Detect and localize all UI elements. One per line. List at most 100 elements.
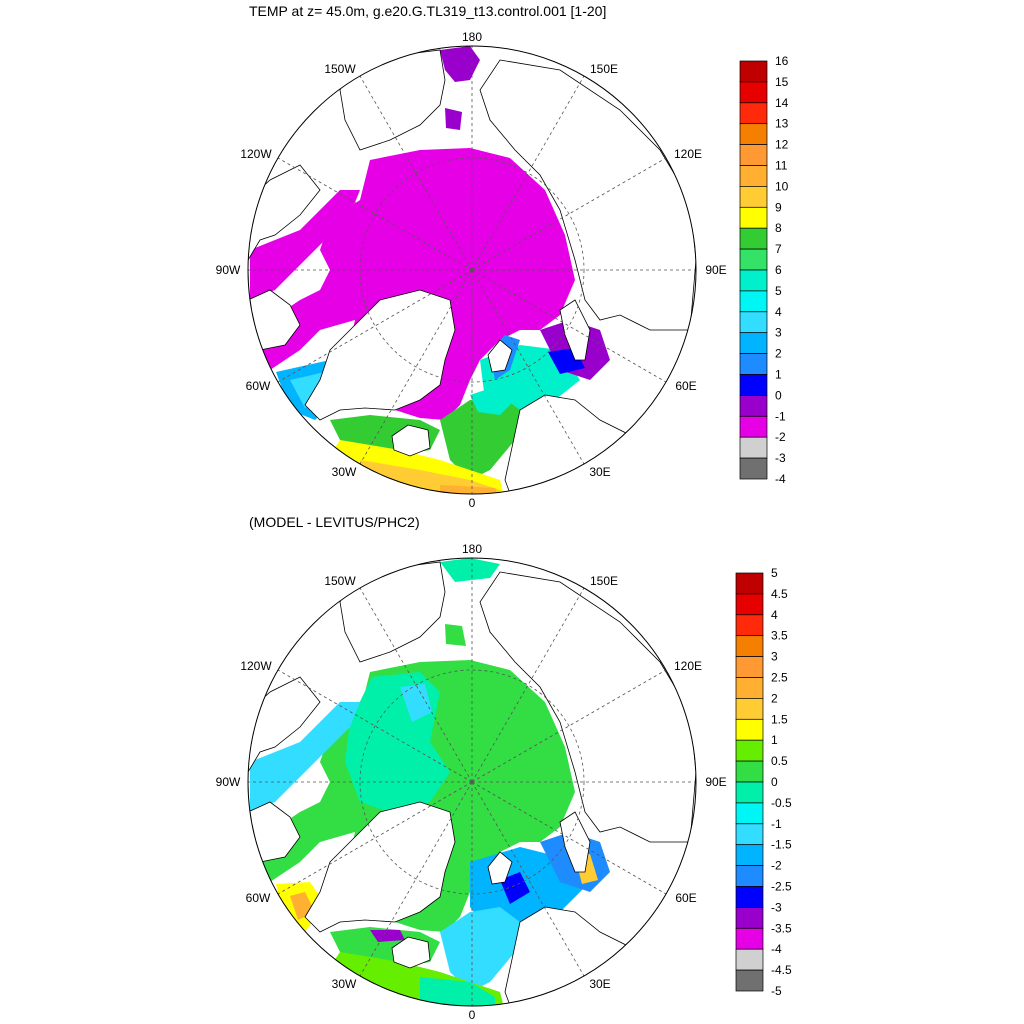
top-map-title: TEMP at z= 45.0m, g.e20.G.TL319_t13.cont… — [249, 3, 607, 19]
colorbar-tick-label: -1 — [775, 409, 786, 423]
colorbar-tick-label: 2.5 — [771, 671, 788, 685]
colorbar-tick-label: -2.5 — [771, 880, 792, 894]
colorbar-tick-label: 0 — [775, 388, 782, 402]
top-label-120w: 120W — [240, 147, 272, 161]
top-label-0: 0 — [469, 496, 476, 510]
colorbar-tick-label: 16 — [775, 54, 789, 68]
bottom-label-0: 0 — [469, 1008, 476, 1022]
svalbard-land — [487, 339, 513, 373]
bottom-graticule — [248, 558, 696, 1006]
colorbar-tick-label: 11 — [775, 159, 788, 173]
bottom-label-120w: 120W — [240, 659, 272, 673]
bering-field-2 — [445, 108, 462, 130]
colorbar-tick-label: -4.5 — [771, 963, 792, 977]
colorbar-tick-label: -2 — [771, 859, 782, 873]
colorbar-swatch — [739, 227, 768, 250]
colorbar-swatch — [735, 593, 764, 616]
colorbar-swatch — [735, 677, 764, 699]
colorbar-swatch — [735, 865, 764, 887]
top-label-90w: 90W — [216, 263, 241, 277]
colorbar-swatch — [735, 927, 764, 950]
colorbar-tick-label: -3.5 — [771, 921, 792, 935]
colorbar-swatch — [739, 269, 768, 292]
norwegian-field-2 — [470, 385, 520, 415]
colorbar-swatch — [735, 614, 764, 637]
colorbar-tick-label: -3 — [775, 451, 786, 465]
scandinavia-land — [504, 394, 691, 494]
canada-basin-diff-2 — [400, 684, 432, 722]
top-label-150e: 150E — [590, 62, 618, 76]
bottom-label-90w: 90W — [216, 775, 241, 789]
bering-diff — [440, 558, 500, 582]
top-label-120e: 120E — [674, 147, 702, 161]
colorbar-tick-label: 13 — [775, 117, 789, 131]
top-label-60e: 60E — [675, 379, 696, 393]
canada-land-b — [248, 676, 321, 774]
colorbar-tick-label: 5 — [771, 566, 778, 580]
bottom-label-180: 180 — [462, 542, 482, 556]
greenland-land-b — [304, 801, 456, 933]
bottom-label-30e: 30E — [589, 977, 610, 991]
colorbar-swatch — [739, 395, 768, 417]
bottom-map-border — [247, 557, 697, 1007]
bottom-label-90e: 90E — [705, 775, 726, 789]
colorbar-swatch — [735, 718, 764, 741]
colorbar-tick-label: -1 — [771, 817, 782, 831]
colorbar-swatch — [739, 60, 768, 83]
colorbar-swatch — [735, 948, 764, 971]
colorbar-tick-label: -0.5 — [771, 796, 792, 810]
bottom-colorbar: 5 4.5 4 3.5 3 2.5 2 1.5 1 0.5 0 -0.5 -1 -1.5 -2 -2.5 -3 -… — [735, 566, 792, 998]
colorbar-tick-label: -1.5 — [771, 838, 792, 852]
colorbar-swatch — [735, 656, 764, 678]
beaufort-strip — [250, 190, 360, 300]
top-map-border — [247, 45, 697, 495]
colorbar-swatch — [739, 186, 768, 208]
colorbar-swatch — [739, 374, 768, 396]
top-label-30e: 30E — [589, 465, 610, 479]
colorbar-tick-label: 0 — [771, 775, 778, 789]
iceland-land-b — [391, 936, 431, 969]
bering-field — [440, 46, 480, 82]
chukchi-diff — [445, 624, 466, 646]
colorbar-swatch — [739, 311, 768, 334]
colorbar-swatch — [735, 907, 764, 929]
colorbar-tick-label: 5 — [775, 284, 782, 298]
top-temperature-map: 180 150W 150E 120W 120E 90W 90E 60W 60E … — [216, 30, 789, 510]
colorbar-tick-label: 9 — [775, 200, 782, 214]
colorbar-swatch — [735, 886, 764, 908]
bottom-map-title: (MODEL - LEVITUS/PHC2) — [249, 514, 420, 530]
colorbar-swatch — [735, 802, 764, 825]
norwegian-field — [440, 395, 520, 480]
beaufort-diff — [250, 702, 360, 812]
colorbar-tick-label: 1 — [771, 733, 778, 747]
colorbar-swatch — [739, 415, 768, 438]
colorbar-tick-label: 8 — [775, 221, 782, 235]
colorbar-tick-label: 14 — [775, 96, 789, 110]
colorbar-swatch — [735, 823, 764, 846]
top-label-90e: 90E — [705, 263, 726, 277]
colorbar-tick-label: 6 — [775, 263, 782, 277]
top-label-30w: 30W — [332, 465, 357, 479]
colorbar-tick-label: 4 — [775, 305, 782, 319]
colorbar-tick-label: -2 — [775, 430, 786, 444]
colorbar-tick-label: 0.5 — [771, 754, 788, 768]
colorbar-swatch — [735, 739, 764, 762]
greenland-sea-diff-2 — [370, 930, 405, 942]
colorbar-swatch — [739, 290, 768, 313]
colorbar-swatch — [735, 781, 764, 804]
colorbar-swatch — [735, 572, 764, 595]
alaska-land-b — [339, 561, 446, 663]
top-label-180: 180 — [462, 30, 482, 44]
colorbar-tick-label: 4.5 — [771, 587, 788, 601]
svalbard-land-b — [487, 851, 513, 885]
colorbar-tick-label: 4 — [771, 608, 778, 622]
norwegian-diff — [440, 907, 520, 992]
colorbar-swatch — [739, 123, 768, 145]
colorbar-tick-label: 1.5 — [771, 712, 788, 726]
colorbar-swatch — [739, 248, 768, 271]
atlantic-deep-orange — [440, 485, 500, 494]
colorbar-tick-label: 12 — [775, 138, 789, 152]
novaya-zemlya-land — [559, 299, 591, 361]
colorbar-tick-label: 7 — [775, 242, 782, 256]
